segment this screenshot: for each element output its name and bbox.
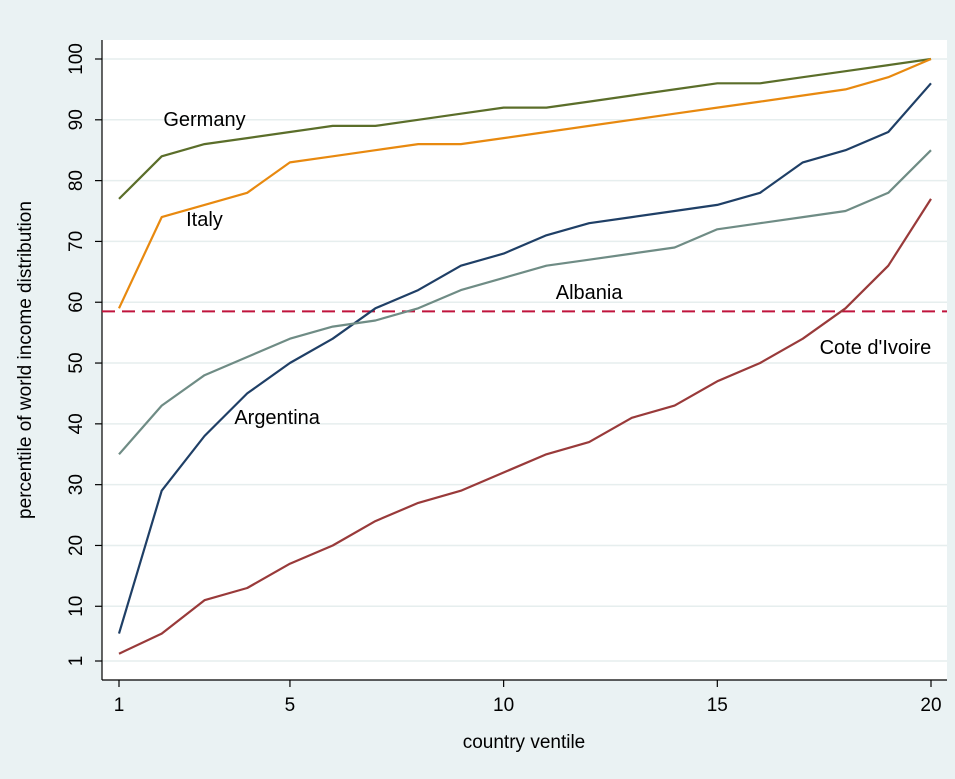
x-axis-label: country ventile xyxy=(463,732,586,753)
y-tick-label: 20 xyxy=(66,535,87,556)
y-tick-label: 60 xyxy=(66,292,87,313)
y-tick-label: 70 xyxy=(66,231,87,252)
series-line-cote-d-ivoire xyxy=(118,198,932,655)
series-label: Cote d'Ivoire xyxy=(820,337,932,359)
y-tick-label: 30 xyxy=(66,474,87,495)
y-tick-label: 40 xyxy=(66,413,87,434)
series-label: Argentina xyxy=(234,407,320,429)
series-layer xyxy=(117,57,932,655)
x-tick-label: 15 xyxy=(707,695,728,716)
series-label: Albania xyxy=(556,282,624,304)
y-axis-label: percentile of world income distribution xyxy=(15,201,36,519)
x-tick-label: 20 xyxy=(920,695,941,716)
series-line-italy xyxy=(118,57,932,309)
series-label: Italy xyxy=(186,209,223,231)
annotations: Germany Italy Albania Argentina Cote d'Ivoir… xyxy=(163,109,931,429)
series-line-germany xyxy=(118,57,932,200)
x-tick-label: 1 xyxy=(114,695,125,716)
series-label: Germany xyxy=(163,109,245,131)
grid-lines xyxy=(102,58,947,662)
y-tick-label: 100 xyxy=(66,43,87,75)
x-tick-label: 10 xyxy=(493,695,514,716)
y-tick-label: 50 xyxy=(66,352,87,373)
series-line-argentina xyxy=(117,82,932,634)
y-tick-label: 10 xyxy=(66,596,87,617)
y-tick-label: 80 xyxy=(66,170,87,191)
y-tick-label: 90 xyxy=(66,109,87,130)
x-tick-label: 5 xyxy=(285,695,296,716)
y-tick-label: 1 xyxy=(66,656,87,667)
series-line-albania xyxy=(118,149,932,456)
